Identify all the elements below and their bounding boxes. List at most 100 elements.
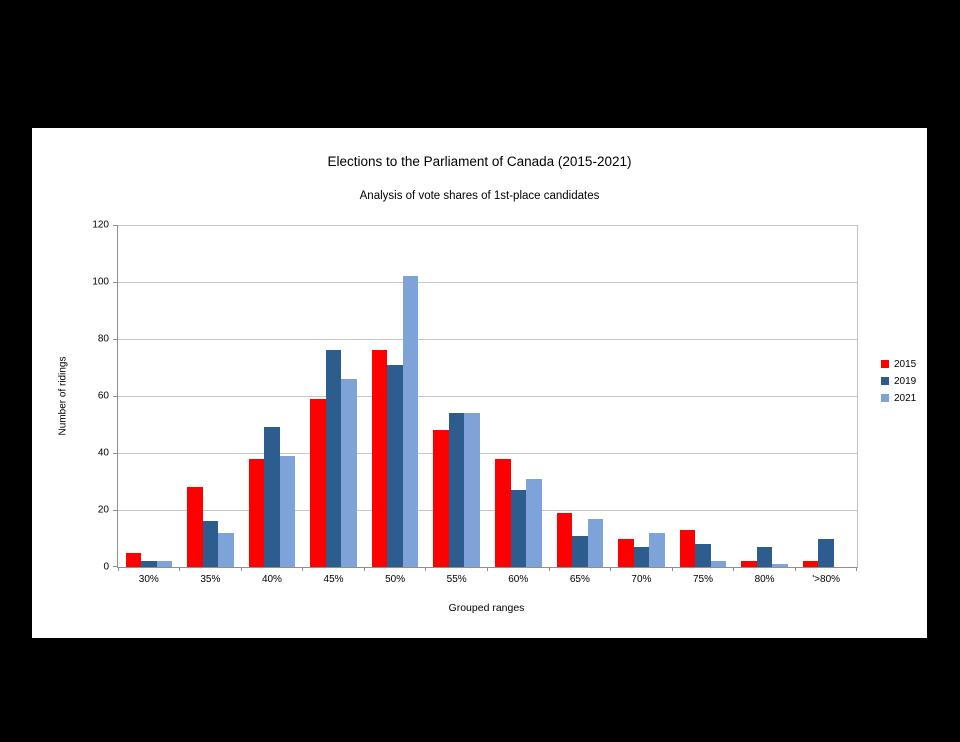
y-tick-label: 40 xyxy=(97,447,109,459)
bar-2019 xyxy=(756,547,773,567)
bar-2019 xyxy=(695,544,711,567)
x-tick-label: 55% xyxy=(446,574,467,585)
x-axis-title: Grouped ranges xyxy=(448,602,525,614)
bar-2015 xyxy=(802,561,819,567)
x-axis-tick xyxy=(671,567,673,571)
y-axis-tick xyxy=(113,339,118,341)
bar-2019 xyxy=(141,561,157,567)
bar-groups: 30% 35% 40% 45% 50% 55% 60% 65% 70% 75% 80% '>80% xyxy=(117,225,858,585)
y-axis-tick xyxy=(113,510,118,512)
grid-line xyxy=(118,339,857,341)
x-axis-tick xyxy=(363,567,365,571)
x-tick-label: 40% xyxy=(261,574,282,585)
x-tick-label: 45% xyxy=(323,574,344,585)
bar-2021 xyxy=(587,518,604,567)
bar-2021 xyxy=(772,564,788,567)
bar-2015 xyxy=(618,538,634,567)
bar-2021 xyxy=(402,276,419,567)
x-axis-tick xyxy=(240,567,242,571)
x-axis-tick xyxy=(856,567,858,571)
x-tick-label: 75% xyxy=(692,574,713,585)
grid-line xyxy=(118,225,857,226)
bar-2019 xyxy=(633,547,650,567)
bar-group: 45% xyxy=(303,225,365,585)
y-axis-tick xyxy=(113,225,118,226)
legend-swatch xyxy=(881,394,889,402)
legend-label: 2021 xyxy=(894,392,917,404)
bar-2021 xyxy=(279,455,296,567)
x-tick-label: 50% xyxy=(385,574,406,585)
x-axis-tick xyxy=(302,567,304,571)
bar-2015 xyxy=(741,561,757,567)
y-axis-tick xyxy=(113,566,118,567)
legend-label: 2019 xyxy=(894,375,917,387)
bar-group: 40% xyxy=(241,225,304,585)
y-tick-label: 60 xyxy=(97,390,109,402)
x-axis-tick xyxy=(794,567,796,571)
chart-subtitle: Analysis of vote shares of 1st-place can… xyxy=(359,190,600,202)
bar-group: 50% xyxy=(364,225,427,585)
grid-line xyxy=(118,396,857,397)
bar-2015 xyxy=(248,458,265,567)
x-axis-tick xyxy=(486,567,488,571)
x-axis-tick xyxy=(733,567,735,571)
bar-2015 xyxy=(495,458,511,567)
chart-panel: Elections to the Parliament of Canada (2… xyxy=(32,128,927,638)
y-axis-tick xyxy=(113,282,118,283)
x-tick-label: 65% xyxy=(569,574,590,585)
legend-swatch xyxy=(881,377,889,385)
legend-item: 2019 xyxy=(881,375,916,387)
bar-2019 xyxy=(510,490,526,567)
bar-2015 xyxy=(310,398,326,567)
bar-group: 60% xyxy=(487,225,550,585)
bar-group: 55% xyxy=(426,225,488,585)
x-tick-label: '>80% xyxy=(812,574,841,585)
bar-2021 xyxy=(156,561,173,567)
bar-2015 xyxy=(679,529,696,567)
chart-title: Elections to the Parliament of Canada (2… xyxy=(327,154,632,169)
plot-area: 0 20 40 60 80 100 120 30% 35% 40% 45% 50% 55% 60% 65% 7… xyxy=(92,220,858,585)
bar-2019 xyxy=(387,364,403,567)
bar-2019 xyxy=(448,413,465,567)
bar-2019 xyxy=(202,521,219,567)
bar-2019 xyxy=(818,538,834,567)
y-tick-label: 0 xyxy=(103,561,109,573)
bar-2021 xyxy=(464,413,480,567)
legend-item: 2021 xyxy=(881,392,916,404)
bar-group: 80% xyxy=(734,225,796,585)
grid-line xyxy=(118,510,857,512)
x-axis-tick xyxy=(425,567,427,571)
y-tick-label: 120 xyxy=(92,219,109,231)
bar-2021 xyxy=(341,378,357,567)
bar-group: 75% xyxy=(672,225,735,585)
x-tick-label: 30% xyxy=(138,574,159,585)
x-tick-label: 80% xyxy=(754,574,775,585)
y-axis-title: Number of ridings xyxy=(57,356,69,436)
bar-2015 xyxy=(187,487,203,567)
bar-2015 xyxy=(125,552,142,567)
bar-2021 xyxy=(218,532,234,567)
bar-2019 xyxy=(325,350,342,567)
bar-2015 xyxy=(556,512,573,567)
bar-2021 xyxy=(710,561,727,567)
x-axis-tick xyxy=(548,567,550,571)
bar-group: 65% xyxy=(549,225,612,585)
bar-2019 xyxy=(572,535,588,567)
x-tick-label: 35% xyxy=(200,574,221,585)
y-axis-tick xyxy=(113,453,118,455)
x-axis-tick xyxy=(610,567,612,571)
bar-2019 xyxy=(264,427,280,567)
grid-line xyxy=(118,282,857,283)
y-axis-tick xyxy=(113,396,118,397)
legend-label: 2015 xyxy=(894,358,917,370)
bar-2021 xyxy=(526,478,542,567)
grid-line xyxy=(118,453,857,455)
bar-2015 xyxy=(433,430,449,567)
bar-group: 35% xyxy=(180,225,242,585)
x-axis-tick xyxy=(117,567,119,571)
bar-2021 xyxy=(649,532,665,567)
y-tick-label: 20 xyxy=(97,504,109,516)
x-tick-label: 70% xyxy=(631,574,652,585)
legend-swatch xyxy=(881,360,889,368)
bar-2015 xyxy=(371,350,388,567)
